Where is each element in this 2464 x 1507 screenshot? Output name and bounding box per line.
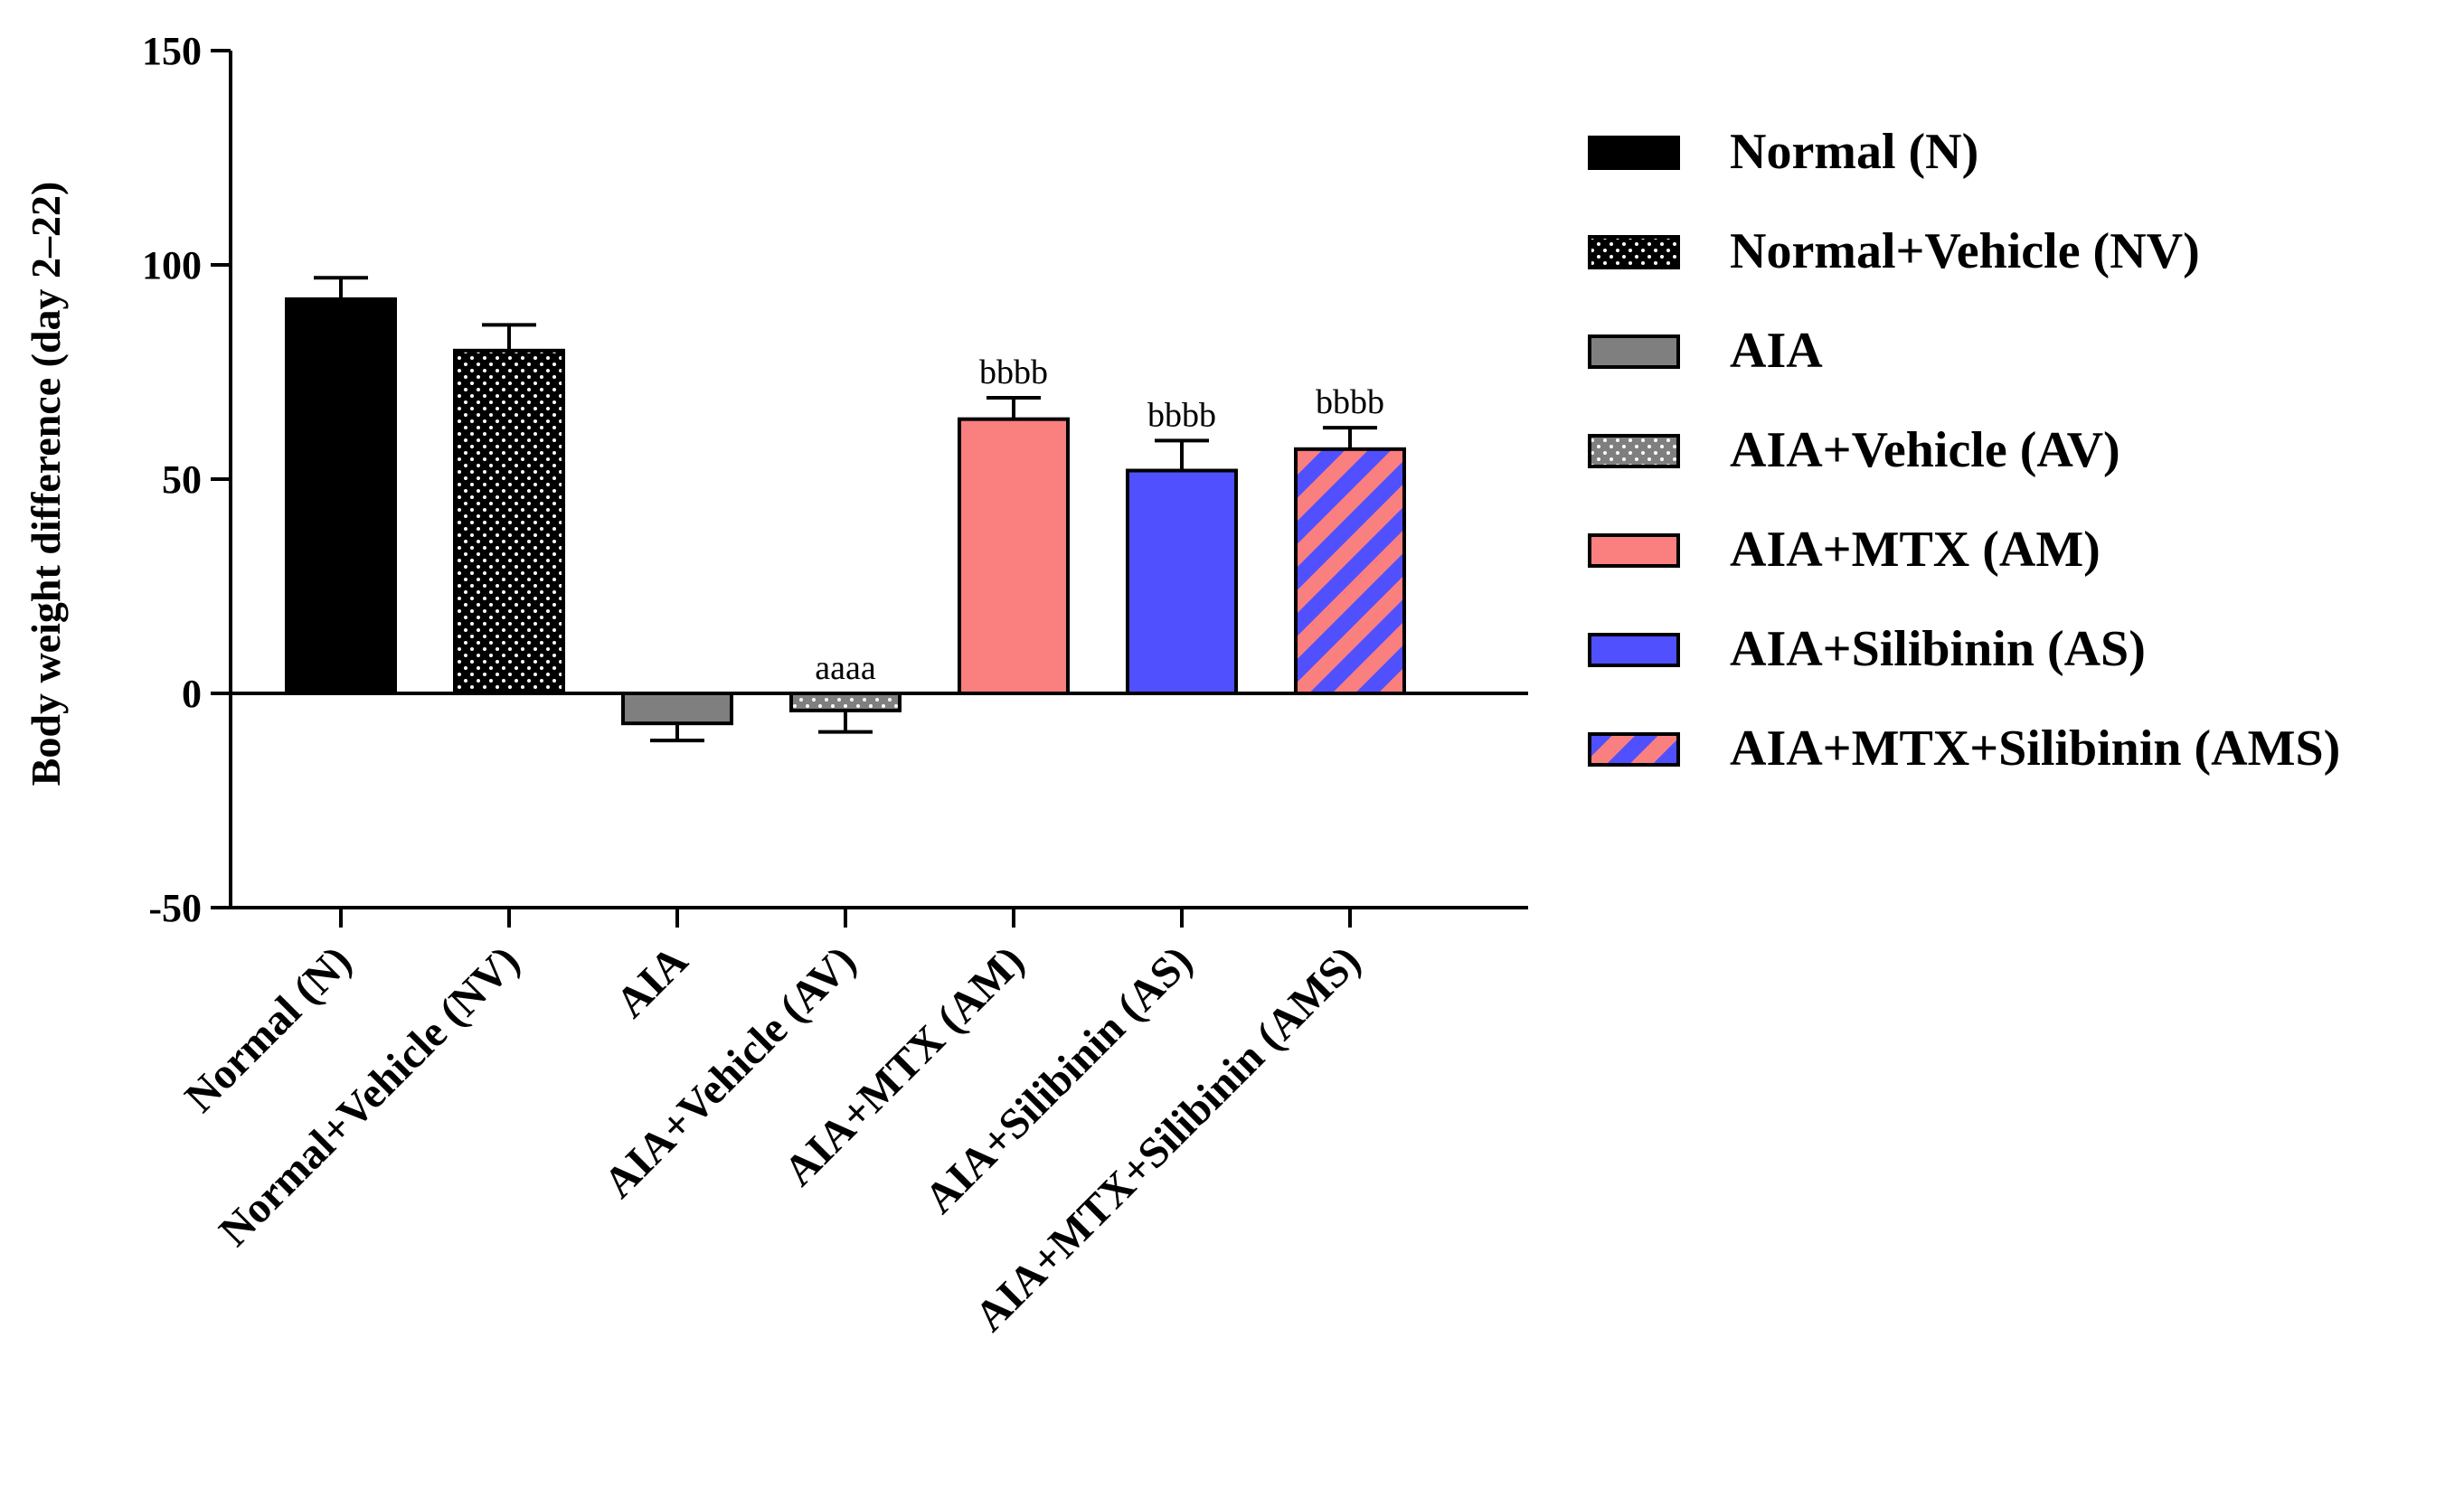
x-tick-label: Normal+Vehicle (NV) [210, 937, 528, 1255]
bar [621, 692, 733, 726]
legend-swatch [1588, 136, 1680, 170]
legend-label: Normal+Vehicle (NV) [1730, 223, 2200, 279]
y-axis-title: Body weight difference (day 2–22) [23, 182, 69, 786]
y-tick-label: 0 [182, 672, 202, 716]
bar [285, 297, 397, 695]
legend-swatch [1588, 235, 1680, 269]
axes: -50 0 50 100 150 [142, 29, 1528, 930]
legend-label: Normal (N) [1730, 124, 1978, 180]
bar [1294, 447, 1406, 695]
legend-swatch [1588, 533, 1680, 568]
legend-label: AIA+MTX+Silibinin (AMS) [1730, 721, 2340, 777]
legend-swatch [1588, 434, 1680, 468]
bar [1126, 468, 1238, 696]
bar [789, 692, 902, 712]
legend-swatch [1588, 334, 1680, 369]
legend-label: AIA+Silibinin (AS) [1730, 621, 2146, 677]
category-labels: Normal (N)Normal+Vehicle (NV) AIAAIA+Vehi… [175, 908, 1370, 1341]
x-tick-label: Normal (N) [175, 937, 360, 1121]
legend-swatch [1588, 633, 1680, 667]
y-tick-label: 100 [142, 243, 202, 287]
significance-label: bbbb [979, 353, 1048, 391]
legend-label: AIA [1730, 323, 1823, 379]
legend-swatch [1588, 732, 1680, 767]
legend-label: AIA+Vehicle (AV) [1730, 422, 2120, 478]
significance-label: bbbb [1147, 396, 1216, 434]
y-tick-label: -50 [148, 886, 202, 930]
legend: Normal (N) Normal+Vehicle (NV) AIA AIA+Vehi… [1588, 124, 2340, 777]
bar [958, 417, 1070, 695]
y-tick-label: 150 [142, 29, 202, 73]
bar [453, 348, 565, 695]
significance-label: bbbb [1316, 383, 1384, 421]
bars: aaaa bbbb bbbb bbbb [285, 276, 1406, 743]
legend-label: AIA+MTX (AM) [1730, 522, 2101, 578]
significance-label: aaaa [815, 649, 876, 687]
y-tick-label: 50 [162, 457, 202, 502]
x-tick-label: AIA [607, 937, 697, 1027]
